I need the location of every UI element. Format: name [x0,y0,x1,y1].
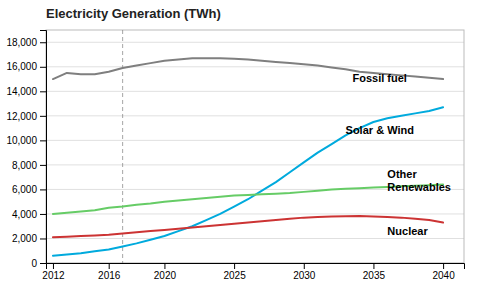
y-tick-mark [40,238,46,239]
grid-line [46,66,464,67]
y-tick-label: 18,000 [6,37,37,48]
y-tick-label: 6,000 [12,184,37,195]
x-tick: 2040 [432,263,455,281]
y-tick: 10,000 [6,135,46,146]
y-tick-mark [40,140,46,141]
annotation-line: Renewables [387,181,451,193]
y-tick-mark [40,263,46,264]
y-tick: 14,000 [6,86,46,97]
x-tick-mark [373,263,374,269]
x-tick-label: 2020 [154,270,177,281]
y-tick-label: 14,000 [6,86,37,97]
x-tick: 2020 [154,263,177,281]
grid-line [46,42,464,43]
x-tick-mark [53,263,54,269]
y-tick-mark [40,214,46,215]
y-tick-mark [40,189,46,190]
y-tick-mark [40,116,46,117]
series-line [53,216,443,237]
y-tick: 16,000 [6,61,46,72]
grid-line [46,164,464,165]
x-tick-mark [234,263,235,269]
annotation: Fossil fuel [353,72,407,84]
y-tick-label: 16,000 [6,61,37,72]
x-tick-label: 2012 [42,270,65,281]
x-tick: 2035 [363,263,386,281]
annotation: Solar & Wind [346,124,414,136]
grid-line [46,91,464,92]
y-axis-line [40,31,47,264]
reference-line [122,30,123,263]
y-tick: 12,000 [6,111,46,122]
y-tick-label: 2,000 [12,233,37,244]
y-axis: 0 2,000 4,000 6,000 8,000 10,000 12,000 14,000 1… [6,31,46,269]
y-tick: 6,000 [12,184,46,195]
x-axis-line [47,264,465,270]
y-tick-mark [40,165,46,166]
x-tick: 2016 [98,263,121,281]
y-tick: 0 [31,258,46,269]
chart: 2012 2016 2020 2025 2030 2035 2040 0 2,000 4,000 6… [0,0,480,289]
series-line [53,107,443,255]
y-tick-label: 10,000 [6,135,37,146]
grid-line [46,238,464,239]
annotation-line: Other [387,168,417,180]
x-tick-label: 2016 [98,270,121,281]
annotations: Fossil fuel Solar & Wind OtherRenewables Nu… [346,72,451,237]
plot: 2012 2016 2020 2025 2030 2035 2040 0 2,000 4,000 6… [6,30,464,281]
x-tick-mark [304,263,305,269]
x-tick-mark [443,263,444,269]
x-tick-mark [109,263,110,269]
y-tick-label: 12,000 [6,111,37,122]
x-axis: 2012 2016 2020 2025 2030 2035 2040 [42,263,464,281]
grid [46,42,464,263]
y-tick: 18,000 [6,37,46,48]
x-tick: 2025 [223,263,246,281]
annotation-line: Fossil fuel [353,72,407,84]
x-tick-label: 2025 [223,270,246,281]
x-tick: 2012 [42,263,65,281]
y-tick-label: 4,000 [12,209,37,220]
grid-line [46,213,464,214]
y-tick: 2,000 [12,233,46,244]
x-tick: 2030 [293,263,316,281]
y-tick: 4,000 [12,209,46,220]
x-tick-label: 2035 [363,270,386,281]
y-tick: 8,000 [12,160,46,171]
grid-line [46,140,464,141]
x-tick-label: 2030 [293,270,316,281]
annotation: Nuclear [387,225,428,237]
y-tick-label: 8,000 [12,160,37,171]
y-tick-mark [40,91,46,92]
y-tick-mark [40,67,46,68]
annotation-line: Nuclear [387,225,428,237]
x-tick-mark [164,263,165,269]
series-line [53,185,443,214]
x-tick-label: 2040 [432,270,455,281]
plot-frame [46,30,464,263]
y-tick-label: 0 [31,258,37,269]
annotation: OtherRenewables [387,168,451,193]
annotation-line: Solar & Wind [346,124,414,136]
marks [53,30,443,263]
title: Electricity Generation (TWh) [46,6,221,21]
y-tick-mark [40,42,46,43]
